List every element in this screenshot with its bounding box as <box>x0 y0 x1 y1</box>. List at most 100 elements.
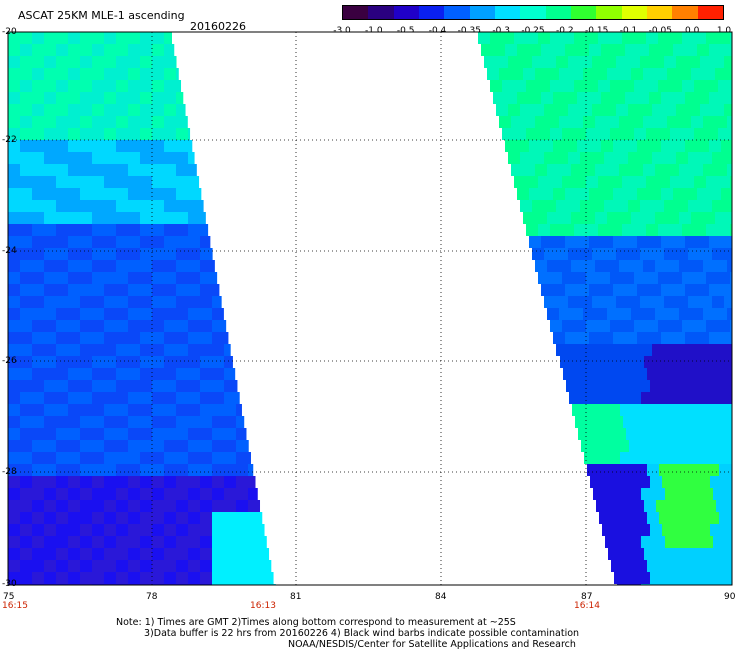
swath-cell <box>706 176 718 188</box>
swath-cell <box>722 524 732 536</box>
swath-cell <box>104 236 116 248</box>
swath-cell <box>116 440 128 452</box>
swath-cell <box>80 260 92 272</box>
swath-cell <box>200 368 212 380</box>
swath-cell <box>116 104 128 116</box>
swath-cell <box>224 344 231 356</box>
swath-cell <box>188 212 200 224</box>
swath-cell <box>116 224 128 236</box>
color-scale-swatch <box>672 6 698 19</box>
swath-cell <box>176 524 188 536</box>
swath-cell <box>8 500 20 512</box>
swath-cell <box>128 560 140 572</box>
swath-cell <box>695 368 707 380</box>
swath-cell <box>692 548 704 560</box>
swath-cell <box>140 80 152 92</box>
swath-cell <box>32 128 44 140</box>
color-scale-swatch <box>494 6 521 19</box>
swath-cell <box>176 332 188 344</box>
swath-cell <box>571 164 583 176</box>
swath-cell <box>674 380 686 392</box>
swath-cell <box>691 116 703 128</box>
swath-cell <box>224 536 236 548</box>
swath-cell <box>676 56 688 68</box>
swath-cell <box>700 152 712 164</box>
swath-cell <box>236 548 248 560</box>
swath-cell <box>698 380 710 392</box>
swath-cell <box>20 488 32 500</box>
swath-cell <box>164 332 176 344</box>
swath-cell <box>640 296 652 308</box>
swath-cell <box>140 56 152 68</box>
swath-cell <box>128 320 140 332</box>
swath-cell <box>550 32 562 44</box>
swath-cell <box>701 392 713 404</box>
swath-cell <box>616 344 628 356</box>
swath-cell <box>583 68 595 80</box>
swath-cell <box>164 308 176 320</box>
swath-cell <box>80 92 92 104</box>
swath-cell <box>32 308 44 320</box>
swath-cell <box>595 116 607 128</box>
swath-cell <box>566 380 578 392</box>
swath-cell <box>656 356 668 368</box>
swath-cell <box>104 32 116 44</box>
swath-cell <box>685 236 697 248</box>
swath-cell <box>44 524 56 536</box>
swath-cell <box>556 56 568 68</box>
swath-cell <box>92 560 104 572</box>
swath-cell <box>188 236 200 248</box>
swath-cell <box>176 272 188 284</box>
swath-cell <box>625 188 637 200</box>
swath-cell <box>56 116 68 128</box>
swath-cell <box>8 524 20 536</box>
swath-cell <box>565 284 577 296</box>
swath-cell <box>596 404 608 416</box>
swath-cell <box>164 176 176 188</box>
swath-cell <box>655 68 667 80</box>
swath-cell <box>722 428 732 440</box>
swath-cell <box>697 44 709 56</box>
swath-cell <box>68 356 80 368</box>
swath-cell <box>721 188 732 200</box>
swath-cell <box>20 68 32 80</box>
swath-cell <box>152 392 164 404</box>
swath-cell <box>677 440 689 452</box>
footer-note-1: Note: 1) Times are GMT 2)Times along bot… <box>116 617 516 628</box>
swath-cell <box>32 68 44 80</box>
product-date: 20160226 <box>190 20 246 33</box>
swath-cell <box>188 176 200 188</box>
swath-cell <box>653 536 665 548</box>
swath-cell <box>728 404 732 416</box>
swath-cell <box>569 392 581 404</box>
swath-cell <box>625 332 637 344</box>
swath-cell <box>260 560 272 572</box>
swath-cell <box>152 308 164 320</box>
swath-cell <box>140 536 152 548</box>
swath-cell <box>104 188 116 200</box>
swath-cell <box>80 308 92 320</box>
swath-cell <box>517 92 529 104</box>
swath-cell <box>664 152 676 164</box>
swath-cell <box>128 68 140 80</box>
swath-cell <box>56 68 68 80</box>
swath-cell <box>629 440 641 452</box>
swath-cell <box>176 152 188 164</box>
swath-cell <box>176 404 188 416</box>
swath-cell <box>92 224 104 236</box>
swath-cell <box>716 404 728 416</box>
swath-cell <box>188 320 200 332</box>
swath-cell <box>529 140 541 152</box>
swath-cell <box>80 44 92 56</box>
swath-cell <box>56 92 68 104</box>
swath-cell <box>104 536 116 548</box>
swath-cell <box>646 224 658 236</box>
swath-cell <box>574 32 586 44</box>
swath-cell <box>490 80 502 92</box>
swath-cell <box>188 488 200 500</box>
swath-cell <box>562 320 574 332</box>
swath-cell <box>667 308 679 320</box>
swath-cell <box>80 440 92 452</box>
swath-cell <box>694 320 706 332</box>
swath-cell <box>116 188 128 200</box>
